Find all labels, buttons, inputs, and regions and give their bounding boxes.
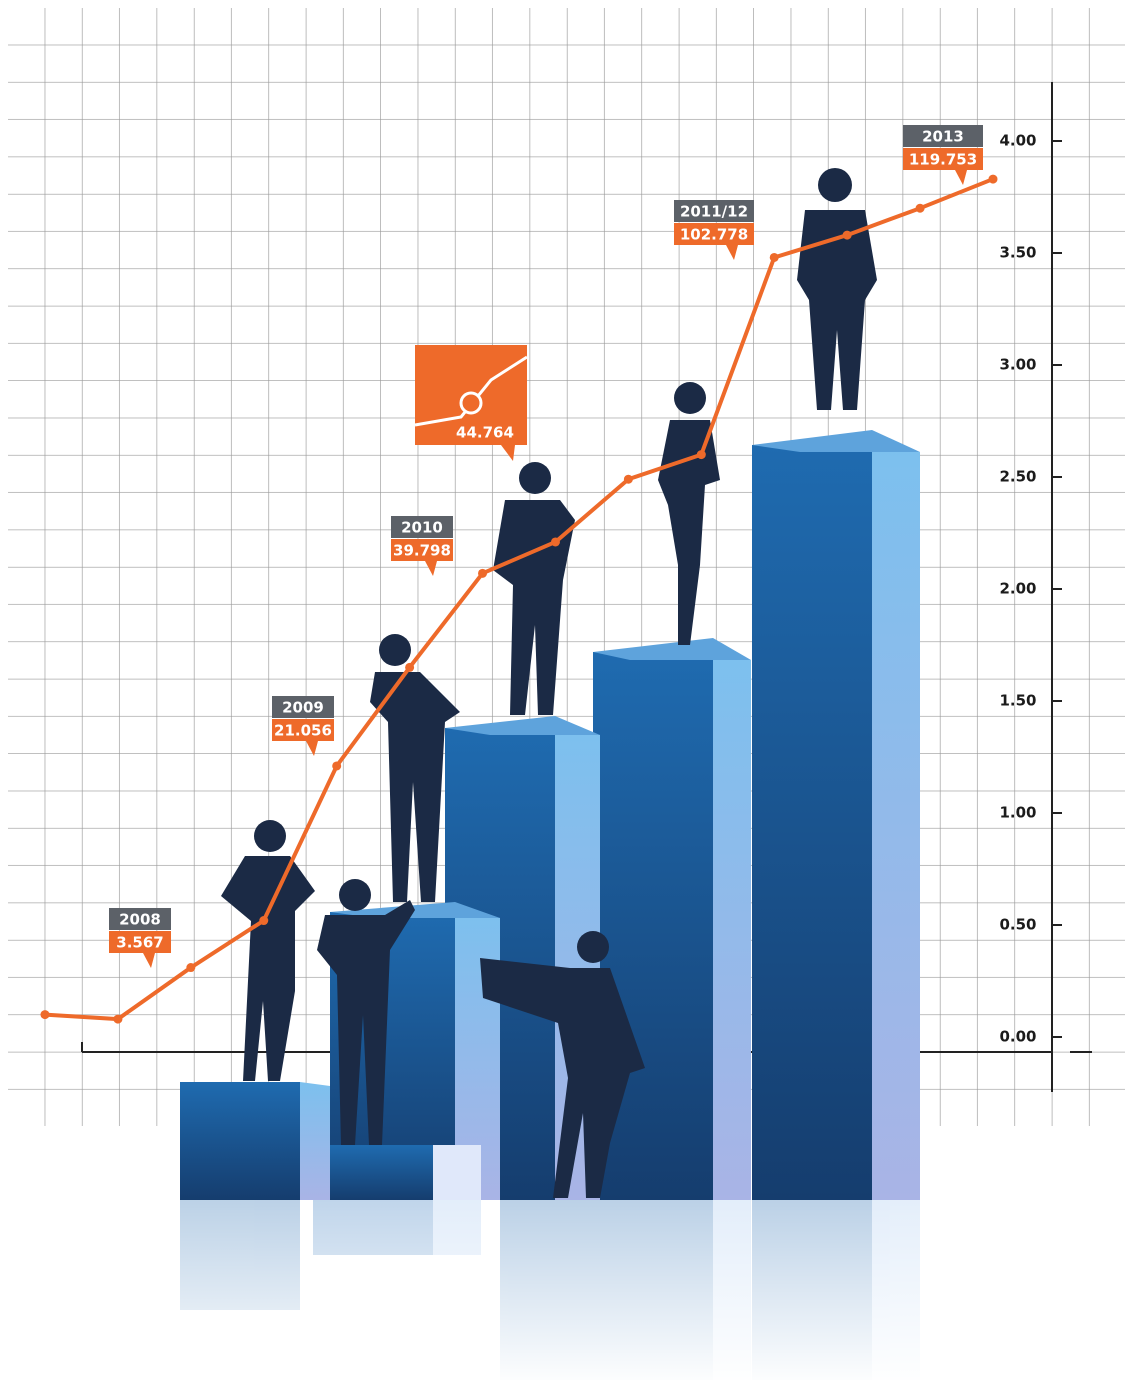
point [915,203,925,213]
callout-value: 21.056 [274,722,332,740]
callout-value-box [674,223,754,245]
callout-pointer [955,170,967,185]
point [623,474,633,484]
callout-pointer [425,561,437,576]
point [769,252,779,262]
point [842,230,852,240]
callout-value: 119.753 [909,151,977,169]
y-tick-label: 1.50 [999,692,1036,710]
callout-pointer [726,245,738,260]
callout-pointer [143,953,155,968]
callout-value: 39.798 [393,542,451,560]
callout-label: 2009 [282,699,324,717]
callout-label-box [272,696,334,718]
callout-label-box [109,908,171,930]
y-tick-label: 2.00 [999,580,1036,598]
callout-value: 3.567 [116,934,163,952]
callout-pointer [306,741,318,756]
point [405,662,415,672]
y-tick-label: 1.00 [999,804,1036,822]
callout-value-box [109,931,171,953]
point [550,537,560,547]
point [696,450,706,460]
callout-value-box [272,719,334,741]
y-tick-label: 0.00 [999,1028,1036,1046]
callout-label-box [674,200,754,222]
point [259,916,269,926]
callout-label: 2013 [922,128,964,146]
callout-value-box [391,539,453,561]
y-tick-label: 3.50 [999,244,1036,262]
callout-label: 2008 [119,911,161,929]
y-tick-label: 3.00 [999,356,1036,374]
callout-value: 102.778 [680,226,748,244]
point [988,174,998,184]
point [113,1014,123,1024]
y-tick-label: 2.50 [999,468,1036,486]
point [478,568,488,578]
silhouettes [221,168,877,1198]
callout-label: 2010 [401,519,443,537]
point [186,963,196,973]
callout-value: 44.764 [456,424,514,442]
plot: 0.00 0.50 1.00 1.50 2.00 2.50 3.00 3.50 4.00 2008… [40,125,1062,1046]
callout-icon-dot [459,391,483,415]
callout-pointer [501,445,515,461]
line [44,177,994,1022]
y-tick-label: 4.00 [999,132,1036,150]
callout-label-box [391,516,453,538]
callout-label: 2011/12 [680,203,748,221]
callout-value-box [903,148,983,170]
point [40,1010,50,1020]
callout-label-box [903,125,983,147]
point [332,761,342,771]
y-tick-label: 0.50 [999,916,1036,934]
